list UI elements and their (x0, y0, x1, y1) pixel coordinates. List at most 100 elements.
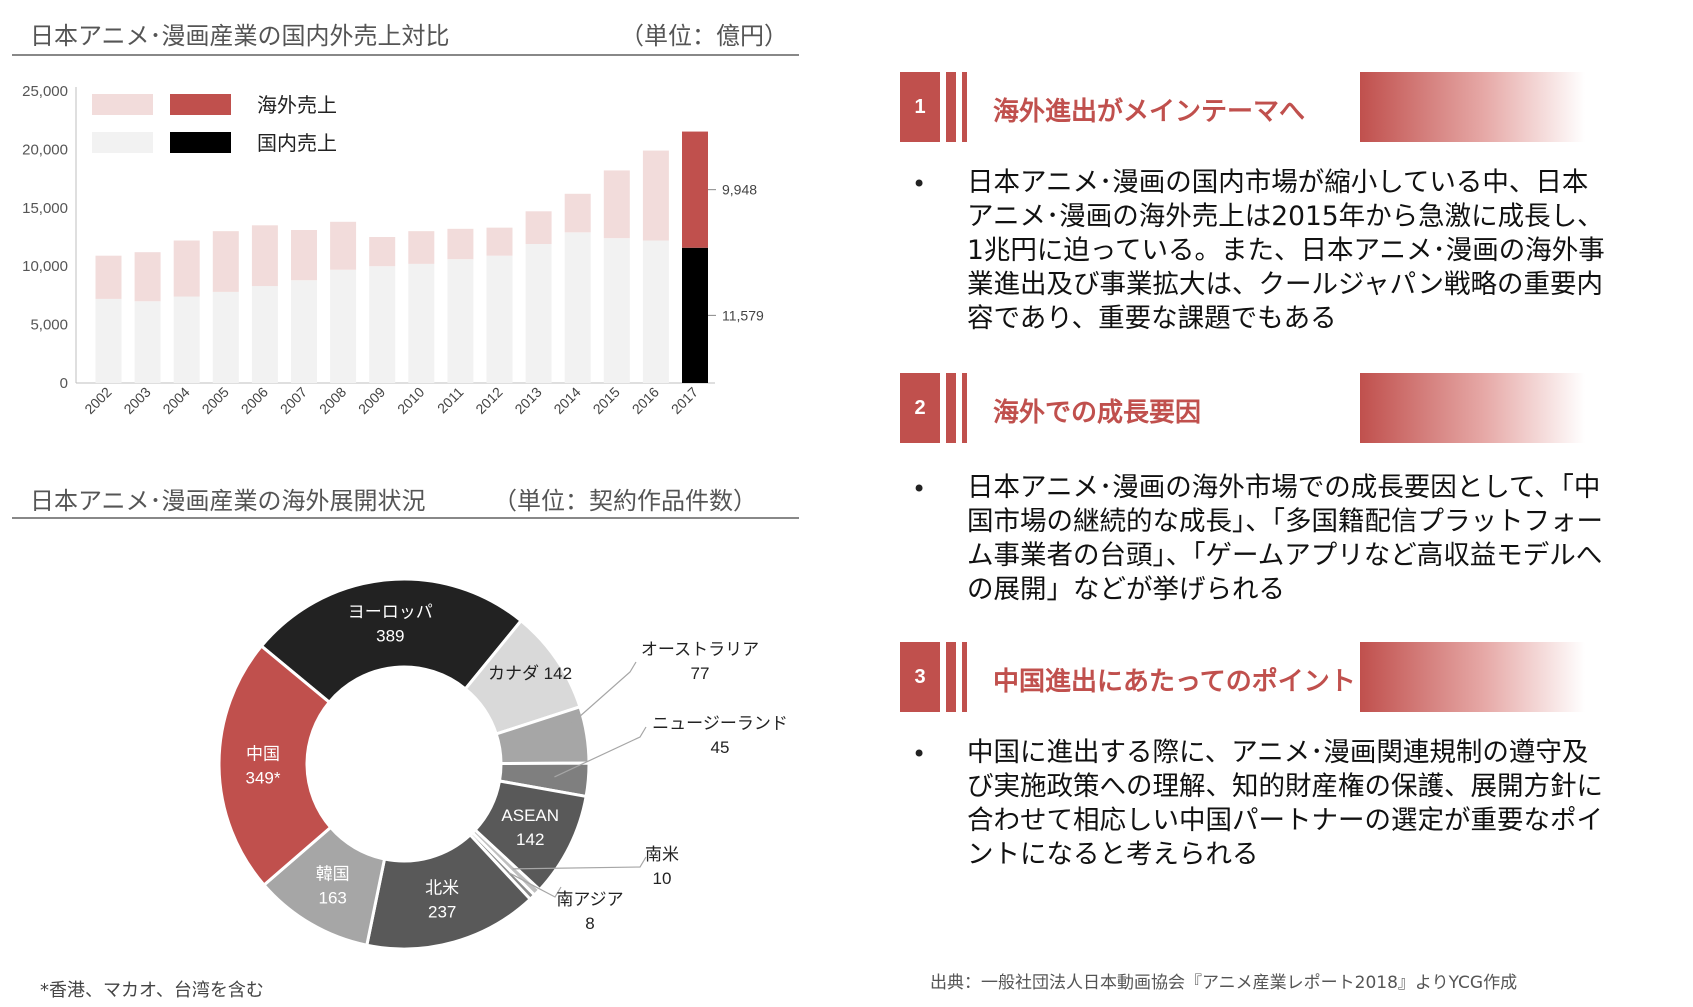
donut-value: 237 (428, 903, 456, 922)
bar-domestic-2008 (330, 269, 357, 383)
bar-overseas-2011 (447, 228, 474, 260)
donut-value: 142 (516, 830, 544, 849)
point-3-bar (946, 642, 956, 712)
legend-label: 海外売上 (257, 94, 337, 117)
bar-overseas-2009 (369, 237, 396, 267)
donut-value-external: 8 (585, 914, 594, 933)
x-tick-label: 2003 (120, 384, 153, 417)
data-label-2017-overseas: 9,948 (722, 182, 757, 198)
donut-leader-line (508, 872, 562, 898)
point-1-heading-gradient (1360, 72, 1585, 142)
point-2-heading-gradient (1360, 373, 1585, 443)
y-tick-label: 10,000 (22, 258, 68, 275)
bar-domestic-2004 (173, 296, 200, 383)
x-tick-label: 2007 (277, 384, 310, 417)
donut-label: 中国 (246, 745, 280, 764)
bar-domestic-2014 (564, 232, 591, 383)
bar-domestic-2017 (682, 247, 708, 383)
x-tick-label: 2002 (81, 384, 114, 417)
point-2-bar (946, 373, 956, 443)
donut-chart-title-rule (12, 517, 799, 519)
bar-overseas-2010 (408, 231, 435, 264)
donut-slice-ヨーロッパ (259, 577, 524, 705)
point-2-body: 日本アニメ･漫画の海外市場での成長要因として、「中国市場の継続的な成長」、「多国… (967, 472, 1603, 605)
x-tick-label: 2015 (590, 384, 623, 417)
bar-overseas-2012 (486, 227, 513, 256)
y-tick-label: 5,000 (30, 317, 68, 334)
donut-label: ASEAN (501, 806, 559, 825)
donut-label: 北米 (425, 879, 459, 898)
y-tick-label: 0 (60, 375, 68, 392)
point-2-bar-thin (962, 373, 967, 443)
x-tick-label: 2012 (472, 384, 505, 417)
donut-label-external: 南アジア (556, 890, 623, 909)
donut-label-external: 南米 (645, 845, 679, 864)
bar-domestic-2005 (212, 291, 239, 383)
bar-overseas-2017 (682, 131, 708, 248)
point-3-bullet: • (912, 740, 927, 768)
point-1-bar-thin (962, 72, 967, 142)
point-3-bar-thin (962, 642, 967, 712)
bar-domestic-2006 (251, 286, 278, 383)
bar-domestic-2003 (134, 301, 161, 383)
bar-chart-unit: （単位：億円） (620, 22, 788, 50)
bar-domestic-2013 (525, 244, 552, 383)
donut-label-inline: カナダ 142 (488, 664, 572, 683)
donut-label-external: オーストラリア (641, 640, 759, 659)
bar-overseas-2008 (330, 221, 357, 270)
bar-domestic-2002 (95, 298, 122, 383)
point-1-number: 1 (900, 72, 940, 142)
y-tick-label: 20,000 (22, 141, 68, 158)
donut-slice-中国 (217, 643, 333, 888)
legend-swatch-light (92, 132, 153, 153)
x-tick-label: 2011 (434, 384, 467, 417)
source-citation: 出典：一般社団法人日本動画協会『アニメ産業レポート2018』よりYCG作成 (930, 973, 1518, 993)
bar-domestic-2007 (291, 280, 317, 383)
bar-chart-title-rule (12, 54, 799, 56)
bar-overseas-2003 (134, 252, 161, 302)
point-3-body: 中国に進出する際に、アニメ･漫画関連規制の遵守及び実施政策への理解、知的財産権の… (967, 737, 1603, 870)
donut-value-external: 45 (711, 738, 730, 757)
donut-footnote: *香港、マカオ、台湾を含む (40, 980, 264, 1001)
bar-domestic-2015 (603, 238, 630, 383)
donut-label: 韓国 (316, 865, 350, 884)
donut-value-external: 10 (653, 869, 672, 888)
legend-label: 国内売上 (257, 132, 337, 155)
legend-swatch-dark (170, 132, 231, 153)
donut-leader-line (552, 661, 637, 741)
point-3-number: 3 (900, 642, 940, 712)
bar-overseas-2005 (212, 231, 239, 292)
bar-domestic-2016 (642, 240, 669, 383)
point-1-bullet: • (912, 170, 927, 198)
x-tick-label: 2004 (159, 384, 192, 417)
data-label-2017-domestic: 11,579 (722, 307, 764, 323)
bar-overseas-2006 (251, 225, 278, 287)
bar-overseas-2002 (95, 255, 122, 299)
bar-overseas-2004 (173, 240, 200, 297)
point-1-heading: 海外進出がメインテーマへ (993, 97, 1306, 127)
bar-domestic-2012 (486, 255, 513, 383)
donut-label: ヨーロッパ (348, 603, 433, 622)
point-3-heading: 中国進出にあたってのポイント (993, 667, 1356, 697)
x-tick-label: 2016 (629, 384, 662, 417)
legend-swatch-dark (170, 94, 231, 115)
bar-overseas-2016 (642, 150, 669, 241)
donut-value: 349* (246, 769, 281, 788)
x-tick-label: 2006 (238, 384, 271, 417)
x-tick-label: 2005 (199, 384, 232, 417)
bar-domestic-2011 (447, 259, 474, 383)
donut-leader-line (512, 856, 647, 870)
bar-chart-title: 日本アニメ･漫画産業の国内外売上対比 (30, 22, 450, 50)
point-1-bar (946, 72, 956, 142)
bar-overseas-2015 (603, 170, 630, 239)
y-tick-label: 15,000 (22, 200, 68, 217)
point-2-bullet: • (912, 475, 927, 503)
donut-value: 389 (376, 627, 404, 646)
x-tick-label: 2008 (316, 384, 349, 417)
x-tick-label: 2010 (394, 384, 427, 417)
point-2-number: 2 (900, 373, 940, 443)
bar-overseas-2007 (291, 229, 317, 281)
point-3-heading-gradient (1360, 642, 1585, 712)
bar-domestic-2009 (369, 266, 396, 383)
